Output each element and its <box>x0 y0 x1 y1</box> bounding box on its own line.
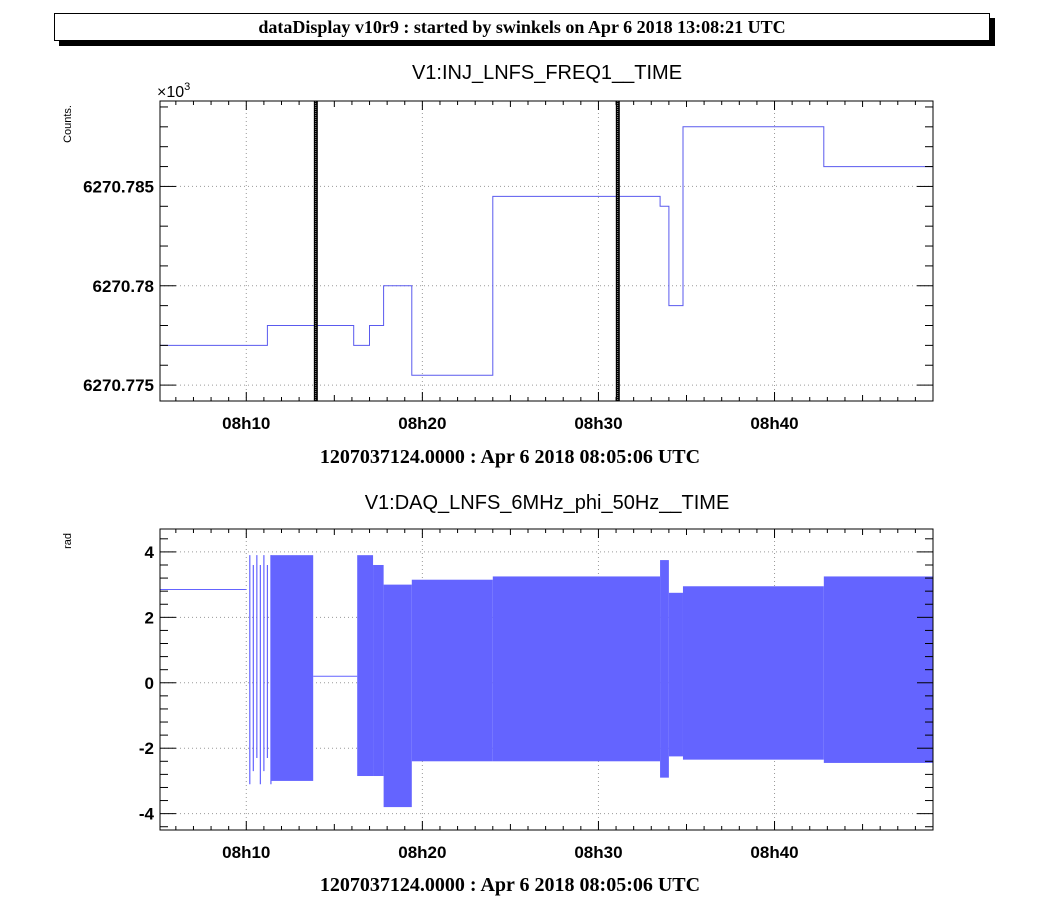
plot2-title: V1:DAQ_LNFS_6MHz_phi_50Hz__TIME <box>364 492 730 514</box>
plot1-x-tick-label: 08h40 <box>750 414 798 433</box>
plot2-data-band <box>357 555 374 777</box>
plot1-x-tick-label: 08h20 <box>398 414 446 433</box>
app-header: dataDisplay v10r9 : started by swinkels … <box>54 13 990 41</box>
plot1-title: V1:INJ_LNFS_FREQ1__TIME <box>411 62 683 84</box>
plot1-y-tick-label: 6270.785 <box>83 177 154 196</box>
header-text: dataDisplay v10r9 : started by swinkels … <box>258 17 786 37</box>
plot2-y-tick-label: 4 <box>145 543 155 562</box>
plot1-y-multiplier-exp: 3 <box>184 81 190 93</box>
plot2-data-band <box>682 586 824 760</box>
plot2-data-band <box>411 579 493 762</box>
plot2-x-tick-label: 08h40 <box>750 843 798 862</box>
plot2-x-tick-label: 08h10 <box>222 843 270 862</box>
plot2-y-tick-label: 0 <box>145 674 154 693</box>
plot1-frame <box>159 100 934 402</box>
plot2-data-band <box>660 560 669 778</box>
plot1-series-line <box>160 126 933 376</box>
plot2-x-title: 1207037124.0000 : Apr 6 2018 08:05:06 UT… <box>319 874 701 896</box>
plot2-data-band <box>383 584 412 808</box>
plot1-x-title: 1207037124.0000 : Apr 6 2018 08:05:06 UT… <box>319 446 701 468</box>
plot2-x-tick-label: 08h20 <box>398 843 446 862</box>
plot2-data-band <box>373 564 384 777</box>
plot1-y-tick-label: 6270.775 <box>83 376 154 395</box>
plot1-y-multiplier: ×103 <box>157 81 190 101</box>
plot2-data-band <box>270 555 314 781</box>
plot1-y-title: Counts. <box>62 105 74 143</box>
plot2-y-tick-label: -2 <box>139 739 154 758</box>
plot2-data-band <box>492 576 661 762</box>
plot1-x-tick-label: 08h30 <box>574 414 622 433</box>
plot2-data-band <box>823 576 933 763</box>
plot2-y-tick-label: 2 <box>145 608 154 627</box>
plot1-x-tick-label: 08h10 <box>222 414 270 433</box>
plot2-x-tick-label: 08h30 <box>574 843 622 862</box>
plot2-y-title: rad <box>62 533 74 549</box>
plot2-data-band <box>668 592 683 757</box>
plot2-frame <box>159 528 934 831</box>
plot2-y-tick-label: -4 <box>139 805 155 824</box>
plot1-y-tick-label: 6270.78 <box>93 277 154 296</box>
